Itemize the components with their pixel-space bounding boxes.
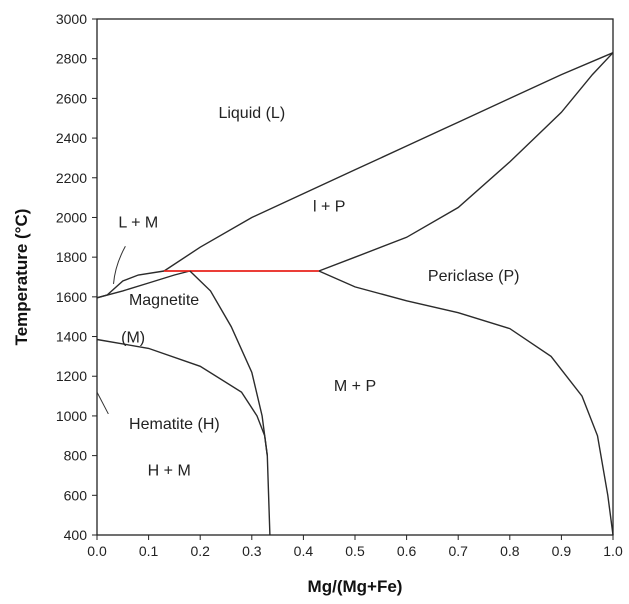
y-tick-label: 1200 [56,368,87,384]
y-tick-label: 2400 [56,130,87,146]
region-label: Magnetite [129,292,199,309]
region-label: H + M [148,462,191,479]
region-label: l + P [313,199,345,216]
y-tick-label: 2000 [56,209,87,225]
region-label: M + P [334,378,376,395]
x-tick-label: 0.1 [139,543,159,559]
y-tick-label: 2600 [56,90,87,106]
l-plus-m-leader [113,245,126,284]
x-tick-label: 0.2 [190,543,210,559]
x-tick-label: 0.8 [500,543,520,559]
phase-boundary-2 [318,52,614,272]
phase-boundary-1 [163,52,614,272]
phase-boundaries [96,52,614,536]
axis-ticks: 0.0 0.1 0.2 0.3 0.4 0.5 0.6 0.7 0.8 0.9 1.0 400 600 8… [56,11,623,559]
x-tick-label: 0.5 [345,543,365,559]
phase-boundary-7 [318,270,614,536]
y-tick-label: 1600 [56,289,87,305]
region-labels: Liquid (L) L + M l + P Periclase (P) Magneti… [118,105,519,479]
x-tick-label: 0.7 [448,543,468,559]
phase-boundary-4 [96,270,191,299]
region-label: Periclase (P) [428,268,520,285]
hematite-leader [96,391,109,415]
phase-boundary-6 [189,270,271,536]
x-tick-label: 0.4 [294,543,314,559]
region-label: L + M [118,214,158,231]
y-tick-label: 600 [64,487,88,503]
leader-lines [96,245,126,415]
y-tick-label: 3000 [56,11,87,27]
y-tick-label: 1400 [56,329,87,345]
region-label: Liquid (L) [218,105,285,122]
y-tick-label: 400 [64,527,88,543]
plot-frame [96,18,614,536]
y-tick-label: 1000 [56,408,87,424]
x-tick-label: 0.3 [242,543,262,559]
x-tick-label: 1.0 [603,543,623,559]
x-tick-label: 0.9 [552,543,572,559]
phase-boundary-8 [96,338,268,456]
x-tick-label: 0.6 [397,543,417,559]
region-label: Hematite (H) [129,416,220,433]
region-label: (M) [121,329,145,346]
x-tick-label: 0.0 [87,543,107,559]
y-tick-label: 1800 [56,249,87,265]
x-axis-title: Mg/(Mg+Fe) [308,577,403,596]
y-tick-label: 800 [64,448,88,464]
y-tick-label: 2800 [56,51,87,67]
y-tick-label: 2200 [56,170,87,186]
y-axis-title: Temperature (°C) [12,209,31,346]
